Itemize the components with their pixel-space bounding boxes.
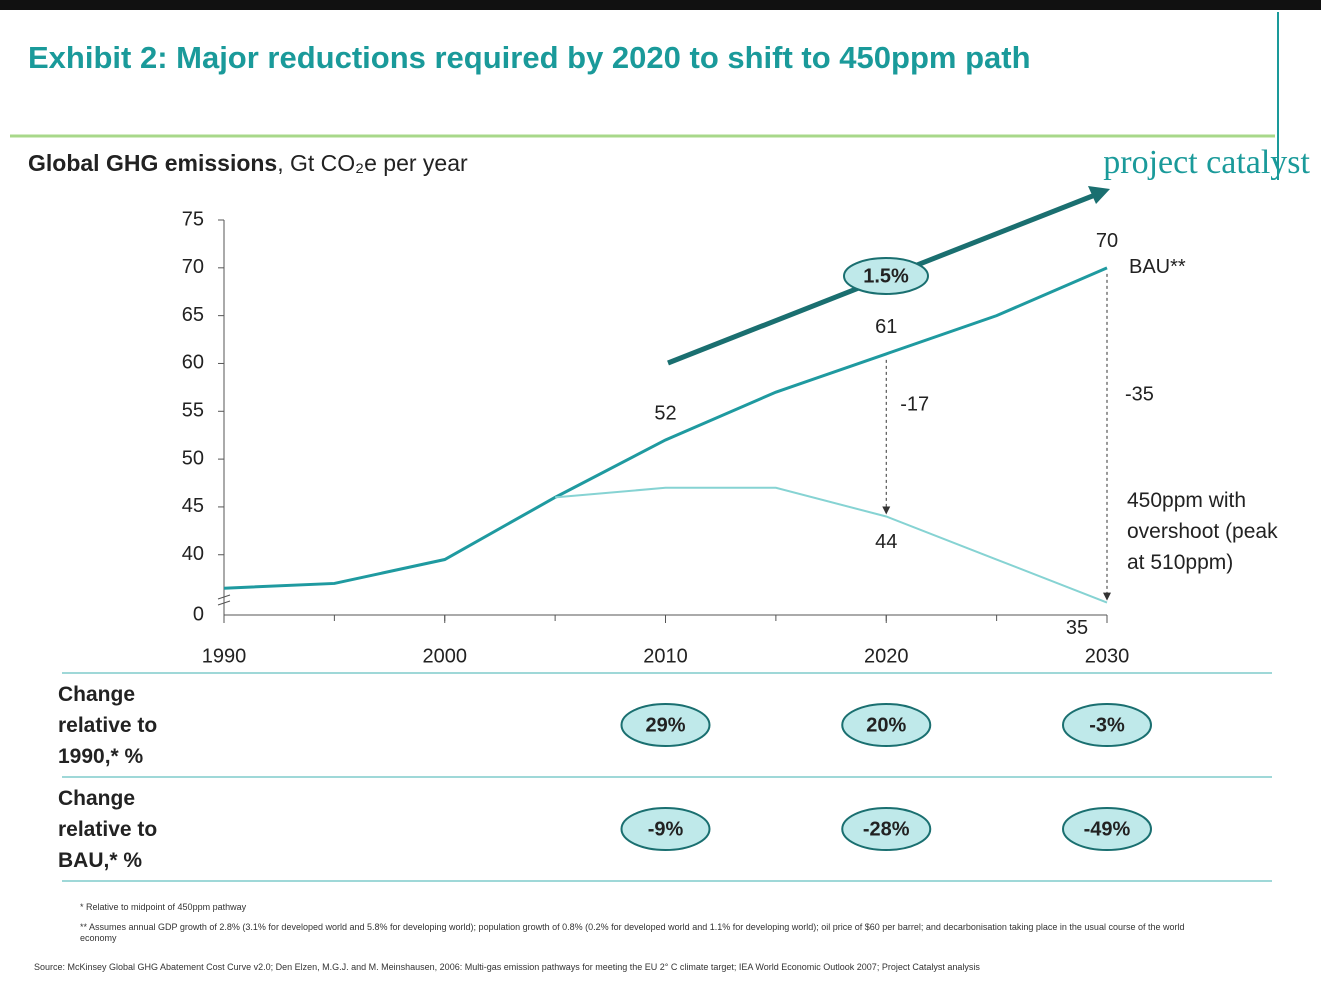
row-label: Change relative to BAU,* % [58,787,158,872]
value-label: 61 [875,316,897,338]
growth-oval [843,257,929,295]
subtitle-rest: , Gt CO₂e per year [277,150,468,176]
value-oval [1062,703,1152,747]
table-value: 29% [645,714,685,736]
y-tick-label: 75 [182,208,204,230]
row-label-box: Change relative to 1990,* % [58,683,158,768]
legend-label-box: 450ppm with overshoot (peak at 510ppm) [1127,489,1278,574]
value-oval [620,807,711,851]
x-tick-label: 2010 [643,645,688,667]
y-tick-label: 60 [182,352,204,374]
x-tick-label: 2000 [423,645,468,667]
delta-label: -17 [900,393,929,415]
y-tick-label: 45 [182,495,204,517]
value-oval [1062,807,1152,851]
value-label: 52 [654,402,676,424]
y-tick-label: 65 [182,304,204,326]
series-line [223,266,1108,590]
axis-break [217,594,231,606]
subtitle: Global GHG emissions, Gt CO₂e per year [28,150,468,176]
value-oval [620,703,711,747]
footnote: Source: McKinsey Global GHG Abatement Co… [34,962,980,972]
table-value: -9% [648,818,684,840]
growth-label: 1.5% [863,265,909,287]
delta-arrowhead [1103,592,1111,601]
table-value: -49% [1084,818,1131,840]
subtitle-bold: Global GHG emissions [28,150,277,176]
legend-label: BAU** [1129,256,1186,278]
top-bar [0,0,1321,10]
y-tick-label: 55 [182,400,204,422]
value-oval [841,807,932,851]
value-label: 44 [875,531,897,553]
row-label: Change relative to 1990,* % [58,683,158,768]
table-value: -28% [863,818,910,840]
y-tick-label: 50 [182,447,204,469]
value-oval [841,703,932,747]
value-label: 35 [1066,617,1088,639]
table-value: 20% [866,714,906,736]
series-line [555,486,1108,604]
legend-label: 450ppm with overshoot (peak at 510ppm) [1127,489,1278,574]
logo: project catalyst [1103,144,1310,181]
delta-arrowhead [882,506,891,515]
y-tick-label: 40 [182,543,204,565]
chart-title: Exhibit 2: Major reductions required by … [28,40,1031,75]
x-tick-label: 1990 [202,645,247,667]
table-value: -3% [1089,714,1125,736]
x-tick-label: 2020 [864,645,909,667]
x-tick-label: 2030 [1085,645,1130,667]
footnote: * Relative to midpoint of 450ppm pathway [80,902,247,912]
axis-break-label: 0 [193,603,204,625]
delta-label: -35 [1125,383,1154,405]
value-label: 70 [1096,230,1118,252]
row-label-box: Change relative to BAU,* % [58,787,158,872]
footnote: ** Assumes annual GDP growth of 2.8% (3.… [80,922,1185,943]
y-tick-label: 70 [182,256,204,278]
growth-arrowhead [1088,186,1110,204]
